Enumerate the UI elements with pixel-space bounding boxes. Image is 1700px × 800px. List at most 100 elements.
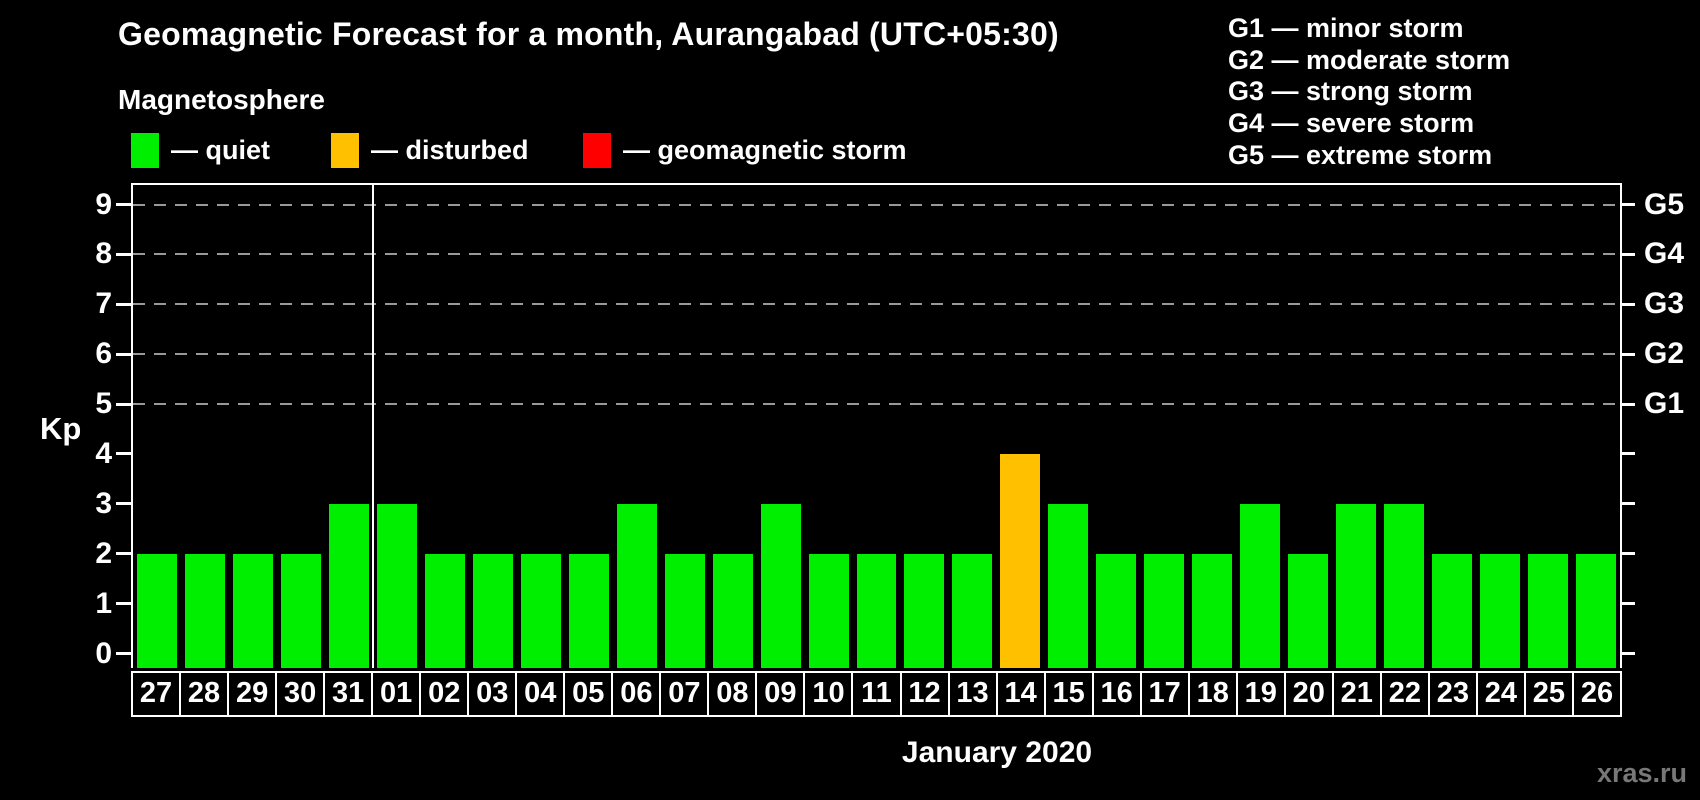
disturbed-color-swatch: [331, 133, 359, 168]
kp-bar-day-27: [137, 553, 177, 668]
watermark: xras.ru: [1596, 758, 1687, 788]
y-axis-tick-left-4: [116, 452, 131, 456]
legend-item-quiet: — quiet: [131, 133, 270, 168]
kp-bar-day-25: [1528, 553, 1569, 668]
y-axis-label-2: 2: [95, 536, 112, 570]
kp-bar-day-09: [760, 503, 801, 668]
y-axis-label-4: 4: [95, 436, 112, 470]
gridline-kp7: [133, 303, 1620, 306]
plot-area: [131, 183, 1622, 668]
kp-bar-day-19: [1240, 503, 1281, 668]
y-axis-tick-right-4: [1620, 452, 1635, 456]
y-axis-tick-left-3: [116, 502, 131, 506]
day-label-10: 10: [803, 673, 851, 715]
kp-bar-day-21: [1336, 503, 1377, 668]
legend-label-quiet: — quiet: [171, 135, 270, 165]
y-axis-tick-right-0: [1620, 652, 1635, 655]
kp-bar-day-05: [568, 553, 609, 668]
day-label-06: 06: [611, 673, 659, 715]
y-axis-tick-right-7: [1620, 302, 1635, 306]
y-axis-label-9: 9: [95, 187, 112, 221]
kp-bar-day-07: [664, 553, 705, 668]
g-legend-line-3: G3 — strong storm: [1228, 76, 1473, 107]
quiet-color-swatch: [131, 133, 159, 168]
g-axis-label-G1: G1: [1644, 387, 1685, 421]
day-label-22: 22: [1379, 673, 1428, 715]
day-label-27: 27: [139, 677, 173, 709]
y-axis-tick-right-3: [1620, 502, 1635, 506]
x-axis-day-labels: 27 28 29 30 31 01 02 03 04 05 06 07 08 09 10 11 12 13 14 15…: [131, 671, 1622, 717]
kp-bar-day-02: [424, 553, 465, 668]
day-label-16: 16: [1091, 673, 1140, 715]
day-label-08: 08: [707, 673, 755, 715]
day-label-14: 14: [995, 673, 1044, 715]
day-label-24: 24: [1475, 673, 1524, 715]
day-label-07: 07: [659, 673, 707, 715]
day-label-05: 05: [563, 673, 611, 715]
kp-bar-day-06: [616, 503, 657, 668]
day-label-21: 21: [1331, 673, 1380, 715]
kp-bar-day-08: [712, 553, 753, 668]
legend-label-disturbed: — disturbed: [371, 135, 529, 165]
kp-bar-day-31: [328, 503, 369, 668]
y-axis-tick-left-8: [116, 252, 131, 256]
kp-bar-day-28: [184, 553, 225, 668]
g-legend-line-2: G2 — moderate storm: [1228, 44, 1511, 75]
day-label-30: 30: [275, 673, 323, 715]
y-axis-tick-left-5: [116, 402, 131, 406]
day-label-15: 15: [1043, 673, 1092, 715]
legend-label-storm: — geomagnetic storm: [623, 135, 907, 165]
day-label-29: 29: [227, 673, 275, 715]
y-axis-tick-right-8: [1620, 252, 1635, 256]
kp-bar-day-15: [1048, 503, 1089, 668]
kp-bar-day-23: [1432, 553, 1473, 668]
day-label-18: 18: [1187, 673, 1236, 715]
kp-bar-day-24: [1480, 553, 1521, 668]
day-label-04: 04: [515, 673, 563, 715]
y-axis-tick-right-6: [1620, 352, 1635, 356]
g-legend-line-4: G4 — severe storm: [1228, 108, 1475, 139]
y-axis-title: Kp: [40, 411, 82, 446]
kp-bar-day-17: [1144, 553, 1185, 668]
y-axis-tick-right-5: [1620, 402, 1635, 406]
day-label-28: 28: [179, 673, 227, 715]
y-axis-label-3: 3: [95, 486, 112, 520]
kp-bar-day-30: [280, 553, 321, 668]
day-label-23: 23: [1427, 673, 1476, 715]
y-axis-label-8: 8: [95, 237, 112, 271]
x-axis-month-label: January 2020: [901, 736, 1093, 769]
legend-item-storm: — geomagnetic storm: [583, 133, 907, 168]
day-label-11: 11: [851, 673, 899, 715]
y-axis-label-1: 1: [95, 586, 112, 620]
y-axis-tick-right-9: [1620, 203, 1635, 207]
kp-bar-day-11: [856, 553, 897, 668]
kp-bar-day-14: [1000, 453, 1041, 668]
kp-bar-day-22: [1384, 503, 1425, 668]
day-label-03: 03: [467, 673, 515, 715]
y-axis-label-0: 0: [95, 636, 112, 670]
kp-bar-day-20: [1288, 553, 1329, 668]
y-axis-tick-left-9: [116, 203, 131, 207]
y-axis-tick-left-6: [116, 352, 131, 356]
g-scale-legend: G1 — minor storm G2 — moderate storm G3 — …: [1228, 13, 1510, 172]
g-axis-label-G4: G4: [1644, 237, 1685, 271]
chart-title: Geomagnetic Forecast for a month, Aurang…: [118, 16, 1059, 52]
g-axis-label-G3: G3: [1644, 287, 1685, 321]
day-label-13: 13: [947, 673, 996, 715]
y-axis-tick-right-1: [1620, 602, 1635, 606]
kp-bar-day-13: [952, 553, 993, 668]
y-axis-tick-left-7: [116, 302, 131, 306]
day-label-02: 02: [419, 673, 467, 715]
day-label-25: 25: [1523, 673, 1572, 715]
day-label-20: 20: [1283, 673, 1332, 715]
legend-item-disturbed: — disturbed: [331, 133, 529, 168]
day-label-01: 01: [371, 673, 419, 715]
kp-bar-day-29: [232, 553, 273, 668]
y-axis-label-5: 5: [95, 387, 112, 421]
gridline-kp6: [133, 353, 1620, 356]
gridline-kp5: [133, 403, 1620, 406]
g-axis-label-G5: G5: [1644, 187, 1685, 221]
day-label-09: 09: [755, 673, 803, 715]
month-divider-line: [371, 185, 374, 668]
